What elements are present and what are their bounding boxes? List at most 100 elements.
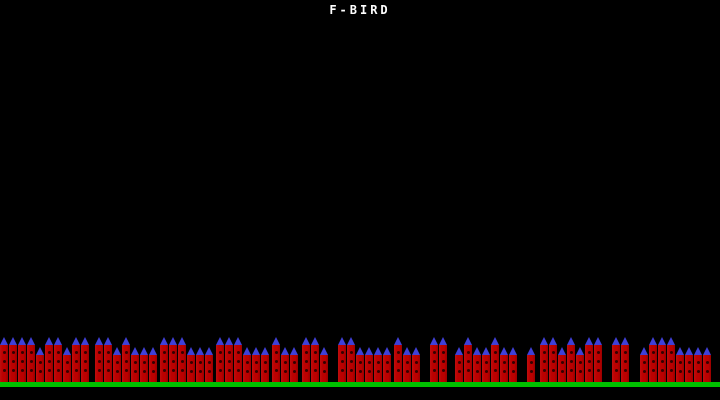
- building-window-icon: [152, 361, 155, 364]
- building-facade: [81, 345, 89, 382]
- building-roof-triangle-icon: [45, 337, 53, 345]
- building-window-icon: [246, 370, 249, 373]
- building-window-icon: [415, 370, 418, 373]
- building-window-icon: [264, 361, 267, 364]
- building-window-icon: [397, 360, 400, 363]
- building-window-icon: [467, 369, 470, 372]
- building-roof-triangle-icon: [54, 337, 62, 345]
- building: [149, 355, 157, 382]
- building-roof-triangle-icon: [703, 347, 711, 355]
- building-facade: [558, 355, 566, 382]
- building-window-icon: [350, 351, 353, 354]
- building: [178, 345, 186, 382]
- building-facade: [527, 355, 535, 382]
- building-roof-triangle-icon: [225, 337, 233, 345]
- building-facade: [243, 355, 251, 382]
- building-window-icon: [21, 369, 24, 372]
- building-window-icon: [134, 370, 137, 373]
- building-window-icon: [314, 351, 317, 354]
- building-window-icon: [543, 369, 546, 372]
- building: [311, 345, 319, 382]
- building-roof-triangle-icon: [612, 337, 620, 345]
- building-window-icon: [98, 369, 101, 372]
- building-window-icon: [181, 351, 184, 354]
- building-window-icon: [476, 361, 479, 364]
- building-window-icon: [433, 369, 436, 372]
- building-roof-triangle-icon: [18, 337, 26, 345]
- building-facade: [338, 345, 346, 382]
- building: [558, 355, 566, 382]
- building-window-icon: [615, 351, 618, 354]
- building-window-icon: [116, 370, 119, 373]
- building: [676, 355, 684, 382]
- building-window-icon: [75, 369, 78, 372]
- building: [649, 345, 657, 382]
- building-window-icon: [305, 360, 308, 363]
- building-window-icon: [305, 369, 308, 372]
- building-facade: [403, 355, 411, 382]
- building: [169, 345, 177, 382]
- building-window-icon: [264, 370, 267, 373]
- building-window-icon: [679, 361, 682, 364]
- building: [243, 355, 251, 382]
- building-roof-triangle-icon: [320, 347, 328, 355]
- building-window-icon: [305, 351, 308, 354]
- building-window-icon: [476, 370, 479, 373]
- building-window-icon: [12, 360, 15, 363]
- building-roof-triangle-icon: [149, 347, 157, 355]
- building-window-icon: [652, 360, 655, 363]
- building-window-icon: [30, 351, 33, 354]
- building-facade: [374, 355, 382, 382]
- building-facade: [356, 355, 364, 382]
- building-window-icon: [75, 351, 78, 354]
- building-window-icon: [615, 360, 618, 363]
- building-facade: [612, 345, 620, 382]
- building-window-icon: [406, 370, 409, 373]
- building: [347, 345, 355, 382]
- building-window-icon: [98, 351, 101, 354]
- building-window-icon: [397, 351, 400, 354]
- building-window-icon: [530, 370, 533, 373]
- building-window-icon: [561, 361, 564, 364]
- building-facade: [394, 345, 402, 382]
- building-window-icon: [3, 369, 6, 372]
- building: [685, 355, 693, 382]
- building-window-icon: [588, 360, 591, 363]
- building-roof-triangle-icon: [491, 337, 499, 345]
- building-window-icon: [284, 361, 287, 364]
- building-window-icon: [442, 351, 445, 354]
- building-facade: [160, 345, 168, 382]
- building-window-icon: [3, 360, 6, 363]
- building: [703, 355, 711, 382]
- building-roof-triangle-icon: [649, 337, 657, 345]
- building-facade: [149, 355, 157, 382]
- building-window-icon: [228, 351, 231, 354]
- building-window-icon: [570, 360, 573, 363]
- building-window-icon: [661, 351, 664, 354]
- building-facade: [621, 345, 629, 382]
- building-window-icon: [163, 360, 166, 363]
- building-facade: [509, 355, 517, 382]
- building: [356, 355, 364, 382]
- building: [338, 345, 346, 382]
- building-roof-triangle-icon: [567, 337, 575, 345]
- building: [585, 345, 593, 382]
- building-window-icon: [579, 370, 582, 373]
- building-roof-triangle-icon: [594, 337, 602, 345]
- building-roof-triangle-icon: [549, 337, 557, 345]
- building-window-icon: [190, 361, 193, 364]
- building-facade: [703, 355, 711, 382]
- building-window-icon: [39, 361, 42, 364]
- building-window-icon: [643, 370, 646, 373]
- building: [455, 355, 463, 382]
- building-window-icon: [706, 361, 709, 364]
- building-roof-triangle-icon: [473, 347, 481, 355]
- building-window-icon: [467, 360, 470, 363]
- building-window-icon: [386, 370, 389, 373]
- building-facade: [216, 345, 224, 382]
- building-facade: [473, 355, 481, 382]
- building-facade: [27, 345, 35, 382]
- building-window-icon: [624, 360, 627, 363]
- building-window-icon: [237, 351, 240, 354]
